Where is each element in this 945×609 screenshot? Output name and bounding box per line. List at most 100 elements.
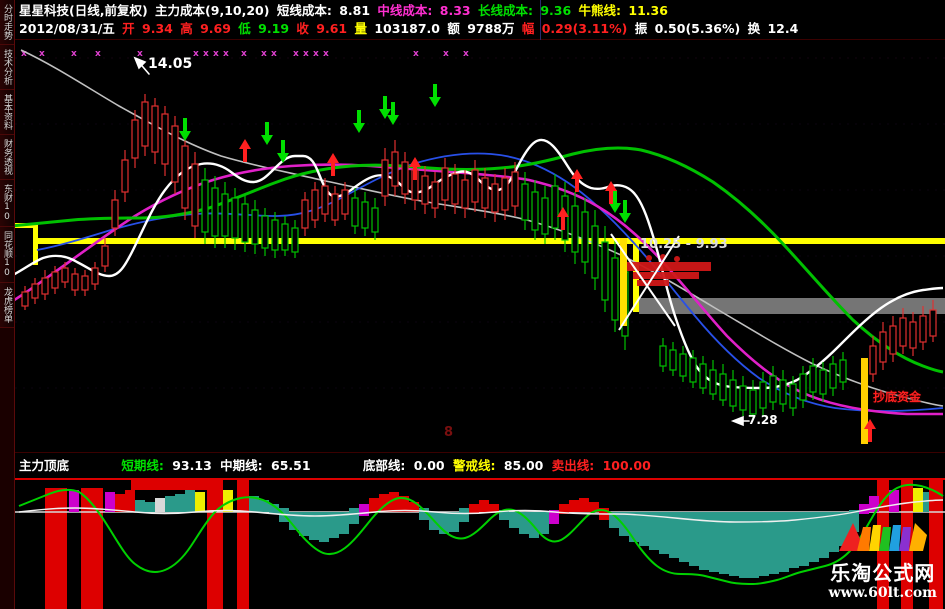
indicator-histogram bbox=[69, 488, 929, 578]
low-value: 9.19 bbox=[258, 21, 290, 36]
header-line-quote: 2012/08/31/五 开 9.34 高 9.69 低 9.19 收 9.61… bbox=[19, 20, 945, 38]
long-cost-value: 9.36 bbox=[540, 3, 572, 18]
ma-line-short-white bbox=[15, 138, 944, 390]
support-band-rect bbox=[639, 298, 945, 314]
indicator-chart-pane[interactable] bbox=[15, 478, 945, 609]
amount-value: 9788万 bbox=[467, 21, 515, 36]
svg-text:x: x bbox=[293, 49, 299, 59]
change-value: 0.29(3.11%) bbox=[541, 21, 628, 36]
mid-line-value: 65.51 bbox=[271, 458, 311, 473]
top-red-band bbox=[131, 480, 211, 490]
svg-text:x: x bbox=[223, 49, 229, 59]
sell-line-value: 100.00 bbox=[602, 458, 651, 473]
amplitude-value: 0.50(5.36%) bbox=[654, 21, 741, 36]
left-sidebar[interactable]: 分时走势 技术分析 基本资料 财务透视 东财10 同花顺10 龙虎榜单 bbox=[0, 0, 15, 609]
bottom-fund-annotation: 抄底资金 bbox=[873, 390, 922, 404]
bottom-line-label: 底部线: bbox=[362, 458, 406, 473]
marker-8-annotation: 8 bbox=[444, 425, 454, 440]
sell-line-label: 卖出线: bbox=[551, 458, 595, 473]
short-cost-value: 8.81 bbox=[339, 3, 371, 18]
sidebar-item-tonghuashun10[interactable]: 同花顺10 bbox=[0, 227, 14, 283]
header-divider bbox=[15, 39, 945, 40]
svg-text:x: x bbox=[193, 49, 199, 59]
quote-header: 星星科技(日线,前复权) 主力成本(9,10,20) 短线成本: 8.81 中线… bbox=[15, 0, 945, 40]
warn-line-label: 警戒线: bbox=[452, 458, 496, 473]
svg-text:x: x bbox=[463, 49, 469, 59]
buy-signal-up-arrows bbox=[239, 139, 876, 442]
high-marker-arrow bbox=[133, 56, 150, 75]
open-value: 9.34 bbox=[142, 21, 173, 36]
volume-label: 量 bbox=[354, 21, 367, 36]
price-low-annotation: 7.28 bbox=[748, 413, 778, 427]
red-signal-cluster bbox=[627, 254, 711, 286]
mid-line-label: 中期线: bbox=[220, 458, 263, 473]
amplitude-label: 振 bbox=[634, 21, 648, 36]
support-band-annotation: 10.25 - 9.93 bbox=[640, 237, 728, 252]
indicator-header: 主力顶底 短期线: 93.13 中期线: 65.51 底部线: 0.00 警戒线… bbox=[15, 452, 945, 478]
sell-signal-down-arrows bbox=[179, 84, 631, 223]
sidebar-item-jishu[interactable]: 技术分析 bbox=[0, 45, 14, 90]
bull-bear-label: 牛熊线: bbox=[578, 3, 622, 18]
indicator-name[interactable]: 主力成本(9,10,20) bbox=[155, 3, 270, 18]
stock-name[interactable]: 星星科技(日线,前复权) bbox=[19, 3, 148, 18]
amount-label: 额 bbox=[447, 21, 460, 36]
svg-text:x: x bbox=[303, 49, 309, 59]
bottom-line-value: 0.00 bbox=[413, 458, 445, 473]
indicator-title[interactable]: 主力顶底 bbox=[19, 458, 70, 473]
ma-line-long-green bbox=[15, 146, 944, 374]
sidebar-item-jiben[interactable]: 基本资料 bbox=[0, 90, 14, 135]
short-cost-label: 短线成本: bbox=[276, 3, 332, 18]
sidebar-item-fenshi[interactable]: 分时走势 bbox=[0, 0, 14, 45]
svg-text:x: x bbox=[71, 49, 77, 59]
grid-dots bbox=[15, 57, 945, 389]
svg-text:x: x bbox=[313, 49, 319, 59]
mid-cost-value: 8.33 bbox=[439, 3, 471, 18]
svg-text:x: x bbox=[261, 49, 267, 59]
turnover-value: 12.4 bbox=[767, 21, 799, 36]
ma-line-bullbear-grey bbox=[20, 49, 944, 407]
svg-text:x: x bbox=[443, 49, 449, 59]
svg-text:x: x bbox=[241, 49, 247, 59]
svg-text:x: x bbox=[413, 49, 419, 59]
svg-text:x: x bbox=[213, 49, 219, 59]
svg-text:x: x bbox=[95, 49, 101, 59]
trend-channel-lines bbox=[610, 233, 680, 331]
svg-text:x: x bbox=[271, 49, 277, 59]
svg-text:x: x bbox=[203, 49, 209, 59]
pane-top-border bbox=[15, 478, 945, 480]
header-line-indicator: 星星科技(日线,前复权) 主力成本(9,10,20) 短线成本: 8.81 中线… bbox=[19, 2, 945, 20]
close-value: 9.61 bbox=[316, 21, 348, 36]
mid-cost-label: 中线成本: bbox=[377, 3, 433, 18]
high-value: 9.69 bbox=[200, 21, 231, 36]
high-label: 高 bbox=[180, 21, 193, 36]
bull-bear-value: 11.36 bbox=[628, 3, 668, 18]
low-label: 低 bbox=[238, 21, 251, 36]
svg-text:x: x bbox=[39, 49, 45, 59]
sidebar-item-caiwu[interactable]: 财务透视 bbox=[0, 135, 14, 180]
header-right-divider bbox=[540, 0, 545, 40]
open-label: 开 bbox=[122, 21, 135, 36]
short-line-value: 93.13 bbox=[172, 458, 212, 473]
sidebar-spacer bbox=[0, 328, 14, 609]
price-high-annotation: 14.05 bbox=[148, 56, 193, 72]
change-label: 幅 bbox=[521, 21, 535, 36]
indicator-line-white bbox=[18, 499, 944, 523]
svg-text:x: x bbox=[137, 49, 143, 59]
sidebar-item-longhubang[interactable]: 龙虎榜单 bbox=[0, 283, 14, 328]
close-label: 收 bbox=[296, 21, 309, 36]
sidebar-item-dongcai10[interactable]: 东财10 bbox=[0, 180, 14, 227]
svg-text:x: x bbox=[323, 49, 329, 59]
short-line-label: 短期线: bbox=[121, 458, 164, 473]
long-cost-label: 长线成本: bbox=[477, 3, 533, 18]
low-marker-arrow bbox=[730, 415, 750, 427]
yellow-highlight-bars bbox=[620, 238, 868, 444]
svg-text:x: x bbox=[21, 49, 27, 59]
indicator-chart-svg bbox=[15, 478, 945, 609]
turnover-label: 换 bbox=[747, 21, 761, 36]
warn-line-value: 85.00 bbox=[503, 458, 544, 473]
volume-value: 103187.0 bbox=[374, 21, 440, 36]
